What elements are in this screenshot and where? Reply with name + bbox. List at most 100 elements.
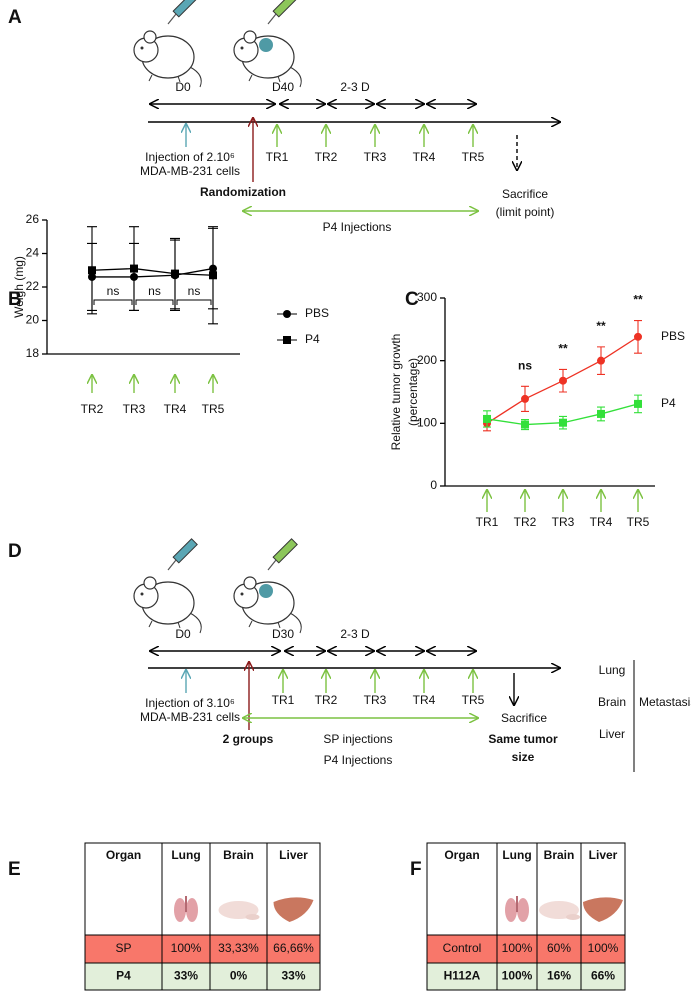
y-tick-label: 24 [26, 246, 40, 260]
needle [267, 13, 277, 25]
row-fill [427, 963, 625, 990]
mouse-eye [140, 592, 144, 596]
treatment-label: TR2 [315, 150, 338, 164]
data-point [521, 394, 529, 403]
treatment-label: TR1 [266, 150, 289, 164]
organ-label: Liver [599, 727, 625, 741]
significance-bracket [176, 299, 212, 305]
header-cell: Lung [502, 848, 531, 862]
brain-icon [218, 901, 259, 919]
liver-icon [583, 897, 623, 922]
randomization-label: Randomization [200, 185, 286, 199]
series-label: PBS [661, 329, 685, 343]
x-tick-label: TR5 [202, 402, 225, 416]
injection-label: Injection of 3.10⁶ [145, 696, 235, 710]
brain-icon [245, 914, 260, 920]
mouse-ear [143, 30, 157, 44]
data-point [130, 264, 138, 273]
x-tick-label: TR3 [123, 402, 146, 416]
y-axis-label: Weigh (mg) [12, 256, 26, 318]
significance-label: ** [633, 293, 643, 307]
header-cell: Brain [544, 848, 575, 862]
table-cell: P4 [116, 969, 131, 983]
y-tick-label: 300 [417, 290, 437, 304]
data-point [209, 271, 217, 280]
series-label: P4 [661, 396, 676, 410]
sacrifice-label: (limit point) [496, 205, 555, 219]
injection-label: MDA-MB-231 cells [140, 710, 240, 724]
x-tick-label: TR3 [552, 515, 575, 529]
treatment-label: TR3 [364, 150, 387, 164]
data-point [634, 399, 642, 408]
data-point [597, 356, 605, 365]
tumor [259, 584, 273, 598]
significance-label: ** [558, 342, 568, 356]
mouse-tail [289, 612, 302, 634]
table-cell: SP [115, 941, 131, 955]
table-cell: 100% [502, 969, 533, 983]
table-cell: 33,33% [218, 941, 259, 955]
table-cell: Control [443, 941, 482, 955]
header-cell: Liver [589, 848, 618, 862]
groups-label: 2 groups [223, 732, 274, 746]
x-tick-label: TR4 [590, 515, 613, 529]
table-cell: 66,66% [273, 941, 314, 955]
x-tick-label: TR5 [627, 515, 650, 529]
table-cell: 100% [502, 941, 533, 955]
day-label: D0 [175, 80, 191, 94]
data-point [88, 266, 96, 275]
injection-label: Injection of 2.10⁶ [145, 150, 235, 164]
interval-label: 2-3 D [340, 80, 370, 94]
row-fill [427, 935, 625, 963]
series-line [92, 267, 214, 278]
syringe [172, 0, 198, 18]
x-tick-label: TR2 [514, 515, 537, 529]
significance-label: ns [188, 284, 201, 298]
data-point [171, 269, 179, 278]
mouse-eye [240, 592, 244, 596]
treatment-label: TR3 [364, 693, 387, 707]
header-cell: Liver [279, 848, 308, 862]
treatment-span-label: P4 Injections [323, 220, 392, 234]
table-cell: 100% [171, 941, 202, 955]
syringe [272, 0, 298, 18]
sacrifice-label: Sacrifice [502, 187, 548, 201]
x-tick-label: TR4 [164, 402, 187, 416]
treatment-label: TR2 [315, 693, 338, 707]
header-cell: Brain [223, 848, 254, 862]
syringe [172, 538, 198, 564]
lung-icon [174, 898, 186, 922]
significance-label: ns [518, 359, 532, 373]
row-fill [85, 935, 320, 963]
mouse-feet [248, 620, 281, 629]
panel-letter: E [8, 859, 21, 880]
table-cell: 60% [547, 941, 571, 955]
header-cell: Organ [444, 848, 479, 862]
significance-label: ns [107, 284, 120, 298]
legend-marker [283, 310, 291, 318]
x-tick-label: TR2 [81, 402, 104, 416]
treatment-label: TR4 [413, 150, 436, 164]
legend-marker [283, 336, 291, 344]
outcome-label: Metastasis [639, 695, 691, 709]
mouse-ear [243, 30, 257, 44]
lung-icon [186, 898, 198, 922]
y-axis-label: (percentage) [406, 358, 420, 426]
header-cell: Organ [106, 848, 141, 862]
treatment-label: TR5 [462, 693, 485, 707]
panel-letter: F [410, 859, 422, 880]
table-cell: 33% [281, 969, 305, 983]
significance-label: ns [148, 284, 161, 298]
mouse-feet [248, 74, 281, 83]
organ-label: Brain [598, 695, 626, 709]
header-cell: Lung [171, 848, 200, 862]
treatment-label: TR5 [462, 150, 485, 164]
significance-label: ** [596, 319, 606, 333]
treatment-span-label: P4 Injections [324, 753, 393, 767]
data-point [559, 418, 567, 427]
table-cell: 0% [230, 969, 248, 983]
sacrifice-label: Sacrifice [501, 711, 547, 725]
y-tick-label: 22 [26, 279, 40, 293]
organ-label: Lung [599, 663, 626, 677]
